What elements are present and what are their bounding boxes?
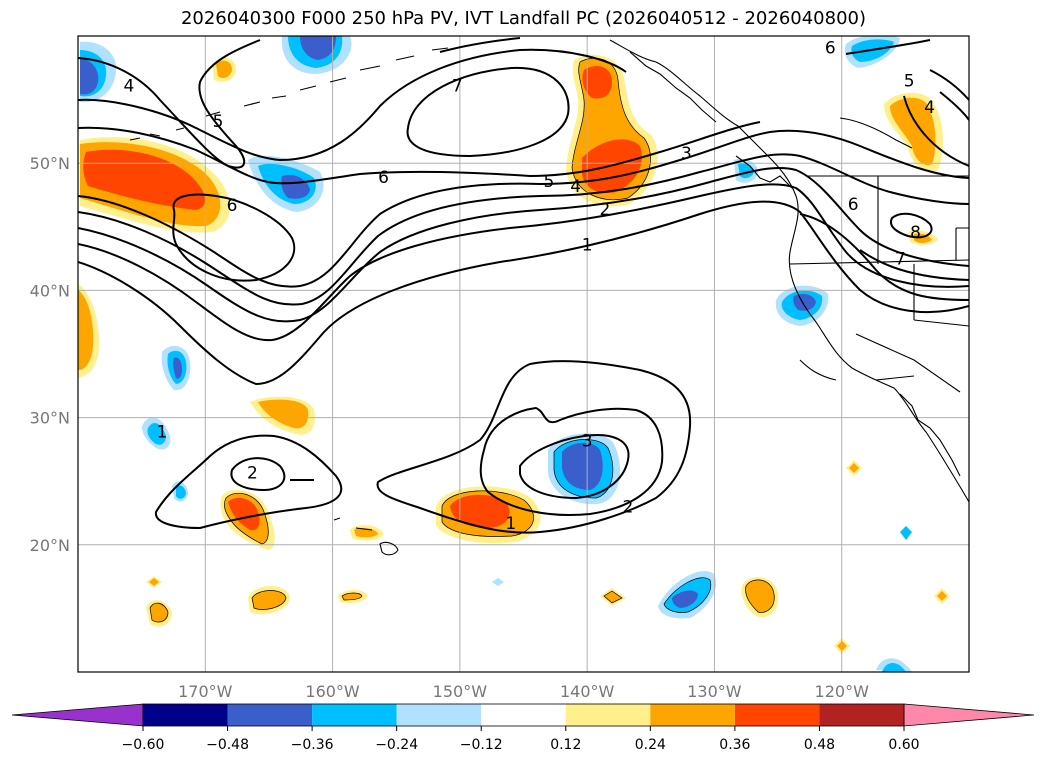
colorbar-bin [481, 704, 566, 726]
contour-label: 2 [247, 463, 258, 483]
ivt-contours [78, 37, 969, 534]
pv-positive-blob [741, 576, 779, 618]
contour-label: 6 [227, 196, 238, 216]
colorbar-tick-label: −0.24 [375, 737, 418, 753]
pv-negative-blob [492, 526, 912, 586]
contour-label: 1 [157, 423, 168, 443]
map-gridlines [78, 36, 969, 672]
colorbar-bin [734, 704, 820, 726]
colorbar-over-extension [903, 703, 1035, 727]
colorbar-tick-label: 0.60 [888, 737, 919, 753]
contour-label: 5 [544, 172, 555, 192]
lon-tick-label: 160°W [305, 682, 360, 701]
contour-label: 7 [452, 77, 463, 97]
lat-tick-label: 20°N [30, 536, 70, 555]
colorbar-bin [650, 704, 735, 726]
colorbar-bin [312, 704, 397, 726]
colorbar-tick-label: −0.12 [460, 737, 503, 753]
pv-negative-blob [80, 41, 117, 103]
pv-blob-outlines [149, 57, 775, 623]
contour-label: 6 [825, 38, 836, 58]
contour-label: 7 [895, 250, 906, 270]
coastlines [129, 39, 969, 556]
contour-label: 4 [570, 177, 581, 197]
lon-tick-label: 140°W [560, 682, 615, 701]
pv-positive-blob [146, 576, 162, 588]
pv-negative-blob [281, 36, 352, 74]
contour-label: 5 [213, 112, 224, 132]
colorbar-tick-label: −0.48 [206, 737, 249, 753]
pv-positive-blob [884, 92, 943, 172]
lon-tick-label: 130°W [687, 682, 742, 701]
pv-negative-blob [548, 433, 621, 505]
colorbar-bin [396, 704, 482, 726]
map-frame [77, 35, 970, 673]
contour-label: 5 [904, 72, 915, 92]
axis-ticks: 170°W 160°W 150°W 140°W 130°W 120°W 20°N 30°N 40… [30, 154, 869, 701]
figure-title: 2026040300 F000 250 hPa PV, IVT Landfall… [180, 8, 867, 29]
pv-positive-blob [566, 54, 658, 207]
pv-negative-blob [142, 417, 171, 450]
pv-positive-blob [834, 460, 950, 654]
contour-label: 1 [582, 236, 593, 256]
lat-tick-label: 50°N [30, 154, 70, 173]
contour-label: 6 [378, 168, 389, 188]
pv-positive-blob [78, 284, 100, 378]
colorbar-tick-label: −0.60 [122, 737, 165, 753]
contour-label: 3 [582, 431, 593, 451]
lon-tick-label: 170°W [178, 682, 233, 701]
pv-positive-blob [436, 486, 541, 544]
pv-positive-blob [250, 396, 315, 435]
colorbar-bin [565, 704, 651, 726]
lon-tick-label: 120°W [815, 682, 870, 701]
colorbar-tick-label: −0.36 [291, 737, 334, 753]
colorbar-bin [227, 704, 313, 726]
colorbar-bin [143, 704, 228, 726]
colorbar-tick-label: 0.24 [635, 737, 666, 753]
contour-label: 6 [848, 195, 859, 215]
colorbar-tick-label: 0.48 [804, 737, 835, 753]
pv-positive-blob [600, 588, 626, 606]
colorbar-under-extension [11, 703, 144, 727]
lat-tick-label: 30°N [30, 409, 70, 428]
colorbar-tick-label: 0.36 [719, 737, 750, 753]
lat-tick-label: 40°N [30, 281, 70, 300]
contour-label: 1 [505, 514, 516, 534]
contour-label: 8 [910, 223, 921, 243]
pv-positive-blob [220, 489, 275, 550]
colorbar-outline [142, 703, 905, 727]
colorbar: −0.60 −0.48 −0.36 −0.24 −0.12 0.12 0.24 0.36 0.4… [11, 703, 1035, 753]
contour-label: 4 [924, 98, 935, 118]
colorbar-bin [819, 704, 904, 726]
pv-negative-blob [658, 571, 717, 619]
pv-negative-blob [876, 658, 912, 672]
contour-label: 4 [124, 77, 135, 97]
pv-negative-blob [775, 285, 829, 326]
pv-negative-blob [161, 346, 191, 391]
pv-negative-blob [844, 36, 900, 68]
contour-label: 2 [600, 200, 611, 220]
colorbar-tick-label: 0.12 [550, 737, 581, 753]
contour-label: 3 [681, 144, 692, 164]
pv-positive-blob [212, 57, 236, 82]
lon-tick-label: 150°W [433, 682, 488, 701]
pv-shading-layer [78, 36, 950, 672]
pv-positive-blob [350, 525, 384, 541]
contour-label: 2 [622, 498, 633, 518]
